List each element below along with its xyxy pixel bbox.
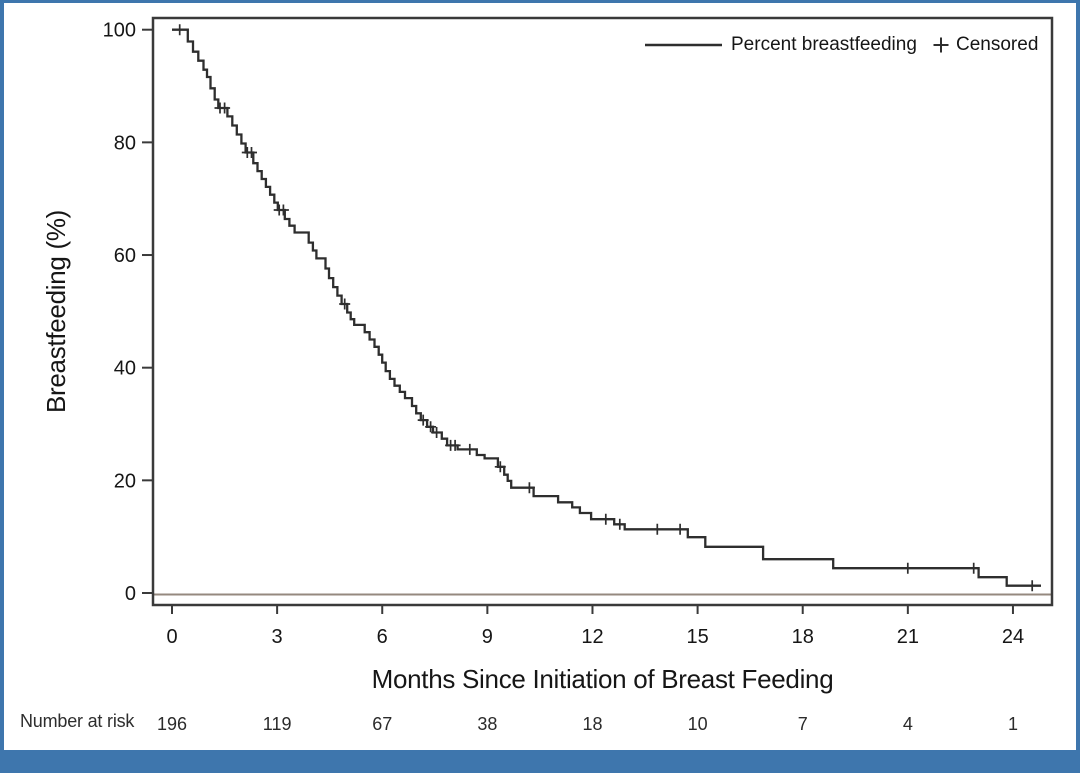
risk-value: 119 — [263, 714, 292, 734]
risk-value: 1 — [1008, 714, 1018, 734]
number-at-risk-label: Number at risk — [20, 711, 135, 731]
figure-background — [4, 3, 1076, 750]
y-tick-label: 100 — [103, 20, 136, 42]
risk-value: 67 — [372, 714, 392, 734]
x-tick-label: 12 — [581, 626, 603, 648]
risk-value: 10 — [688, 714, 708, 734]
y-tick-label: 80 — [114, 132, 136, 154]
y-tick-label: 40 — [114, 358, 136, 380]
risk-value: 4 — [903, 714, 913, 734]
x-tick-label: 3 — [272, 626, 283, 648]
y-axis-title: Breastfeeding (%) — [40, 209, 71, 414]
bottom-accent-bar — [0, 750, 1080, 773]
x-tick-label: 18 — [792, 626, 814, 648]
y-tick-label: 60 — [114, 245, 136, 267]
x-axis-title: Months Since Initiation of Breast Feedin… — [371, 664, 834, 694]
km-curve — [172, 28, 1041, 587]
x-tick-label: 15 — [686, 626, 708, 648]
censor-marks — [174, 24, 1038, 592]
legend-censored-label: Censored — [956, 34, 1039, 55]
risk-value: 7 — [798, 714, 808, 734]
risk-value: 38 — [477, 714, 497, 734]
x-tick-label: 24 — [1002, 626, 1024, 648]
plot-frame — [151, 16, 1054, 607]
x-tick-label: 9 — [482, 626, 493, 648]
y-tick-label: 0 — [125, 583, 136, 605]
risk-value: 18 — [582, 714, 602, 734]
legend-series-label: Percent breastfeeding — [731, 34, 917, 55]
x-tick-label: 0 — [166, 626, 177, 648]
risk-value: 196 — [157, 714, 187, 734]
x-tick-label: 6 — [377, 626, 388, 648]
legend-plus-icon — [933, 37, 949, 53]
x-tick-label: 21 — [897, 626, 919, 648]
y-tick-label: 20 — [114, 470, 136, 492]
